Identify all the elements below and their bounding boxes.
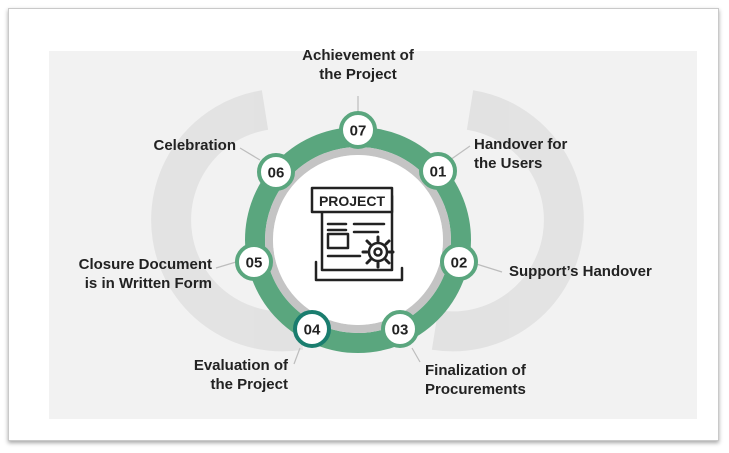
step-label-01-line2: the Users — [474, 155, 543, 172]
center-title: PROJECT — [319, 193, 386, 209]
connector-03 — [411, 347, 421, 363]
project-document-gear-icon — [310, 186, 404, 282]
step-node-04: 04 — [293, 310, 331, 348]
step-label-06: Celebration — [120, 136, 236, 155]
step-node-01: 01 — [419, 152, 457, 190]
step-node-05: 05 — [235, 243, 273, 281]
connector-06 — [239, 147, 261, 161]
svg-text:04: 04 — [304, 322, 321, 339]
svg-text:06: 06 — [268, 165, 285, 182]
step-label-03: Finalization of Procurements — [425, 361, 526, 399]
step-label-04: Evaluation of the Project — [140, 356, 288, 394]
step-label-05-line1: Closure Document — [78, 256, 212, 273]
step-node-03: 03 — [381, 310, 419, 348]
step-label-01: Handover for the Users — [474, 135, 567, 173]
svg-text:01: 01 — [430, 164, 447, 181]
connector-05 — [215, 261, 237, 269]
step-label-03-line2: Procurements — [425, 381, 526, 398]
step-node-02: 02 — [440, 243, 478, 281]
svg-text:02: 02 — [451, 255, 468, 272]
step-node-06: 06 — [257, 153, 295, 191]
step-label-07: Achievement of the Project — [283, 46, 433, 84]
step-node-07: 07 — [339, 111, 377, 149]
step-label-05: Closure Document is in Written Form — [50, 255, 212, 293]
watermark-shape — [151, 90, 584, 352]
svg-text:03: 03 — [392, 322, 409, 339]
inner-ring — [265, 147, 451, 333]
connector-01 — [449, 145, 471, 161]
step-label-04-line2: the Project — [210, 376, 288, 393]
svg-text:07: 07 — [350, 123, 367, 140]
step-label-04-line1: Evaluation of — [193, 357, 288, 374]
step-label-01-line1: Handover for — [474, 136, 568, 153]
connector-04 — [293, 347, 301, 365]
step-label-06-line1: Celebration — [153, 137, 236, 154]
step-label-02: Support’s Handover — [509, 262, 652, 281]
svg-text:05: 05 — [246, 255, 263, 272]
step-label-05-line2: is in Written Form — [84, 275, 212, 292]
step-label-03-line1: Finalization of — [425, 362, 526, 379]
figure-frame — [8, 8, 719, 441]
step-label-07-line1: Achievement of — [302, 47, 414, 64]
step-label-07-line2: the Project — [319, 66, 397, 83]
step-label-02-line1: Support’s Handover — [509, 263, 652, 280]
